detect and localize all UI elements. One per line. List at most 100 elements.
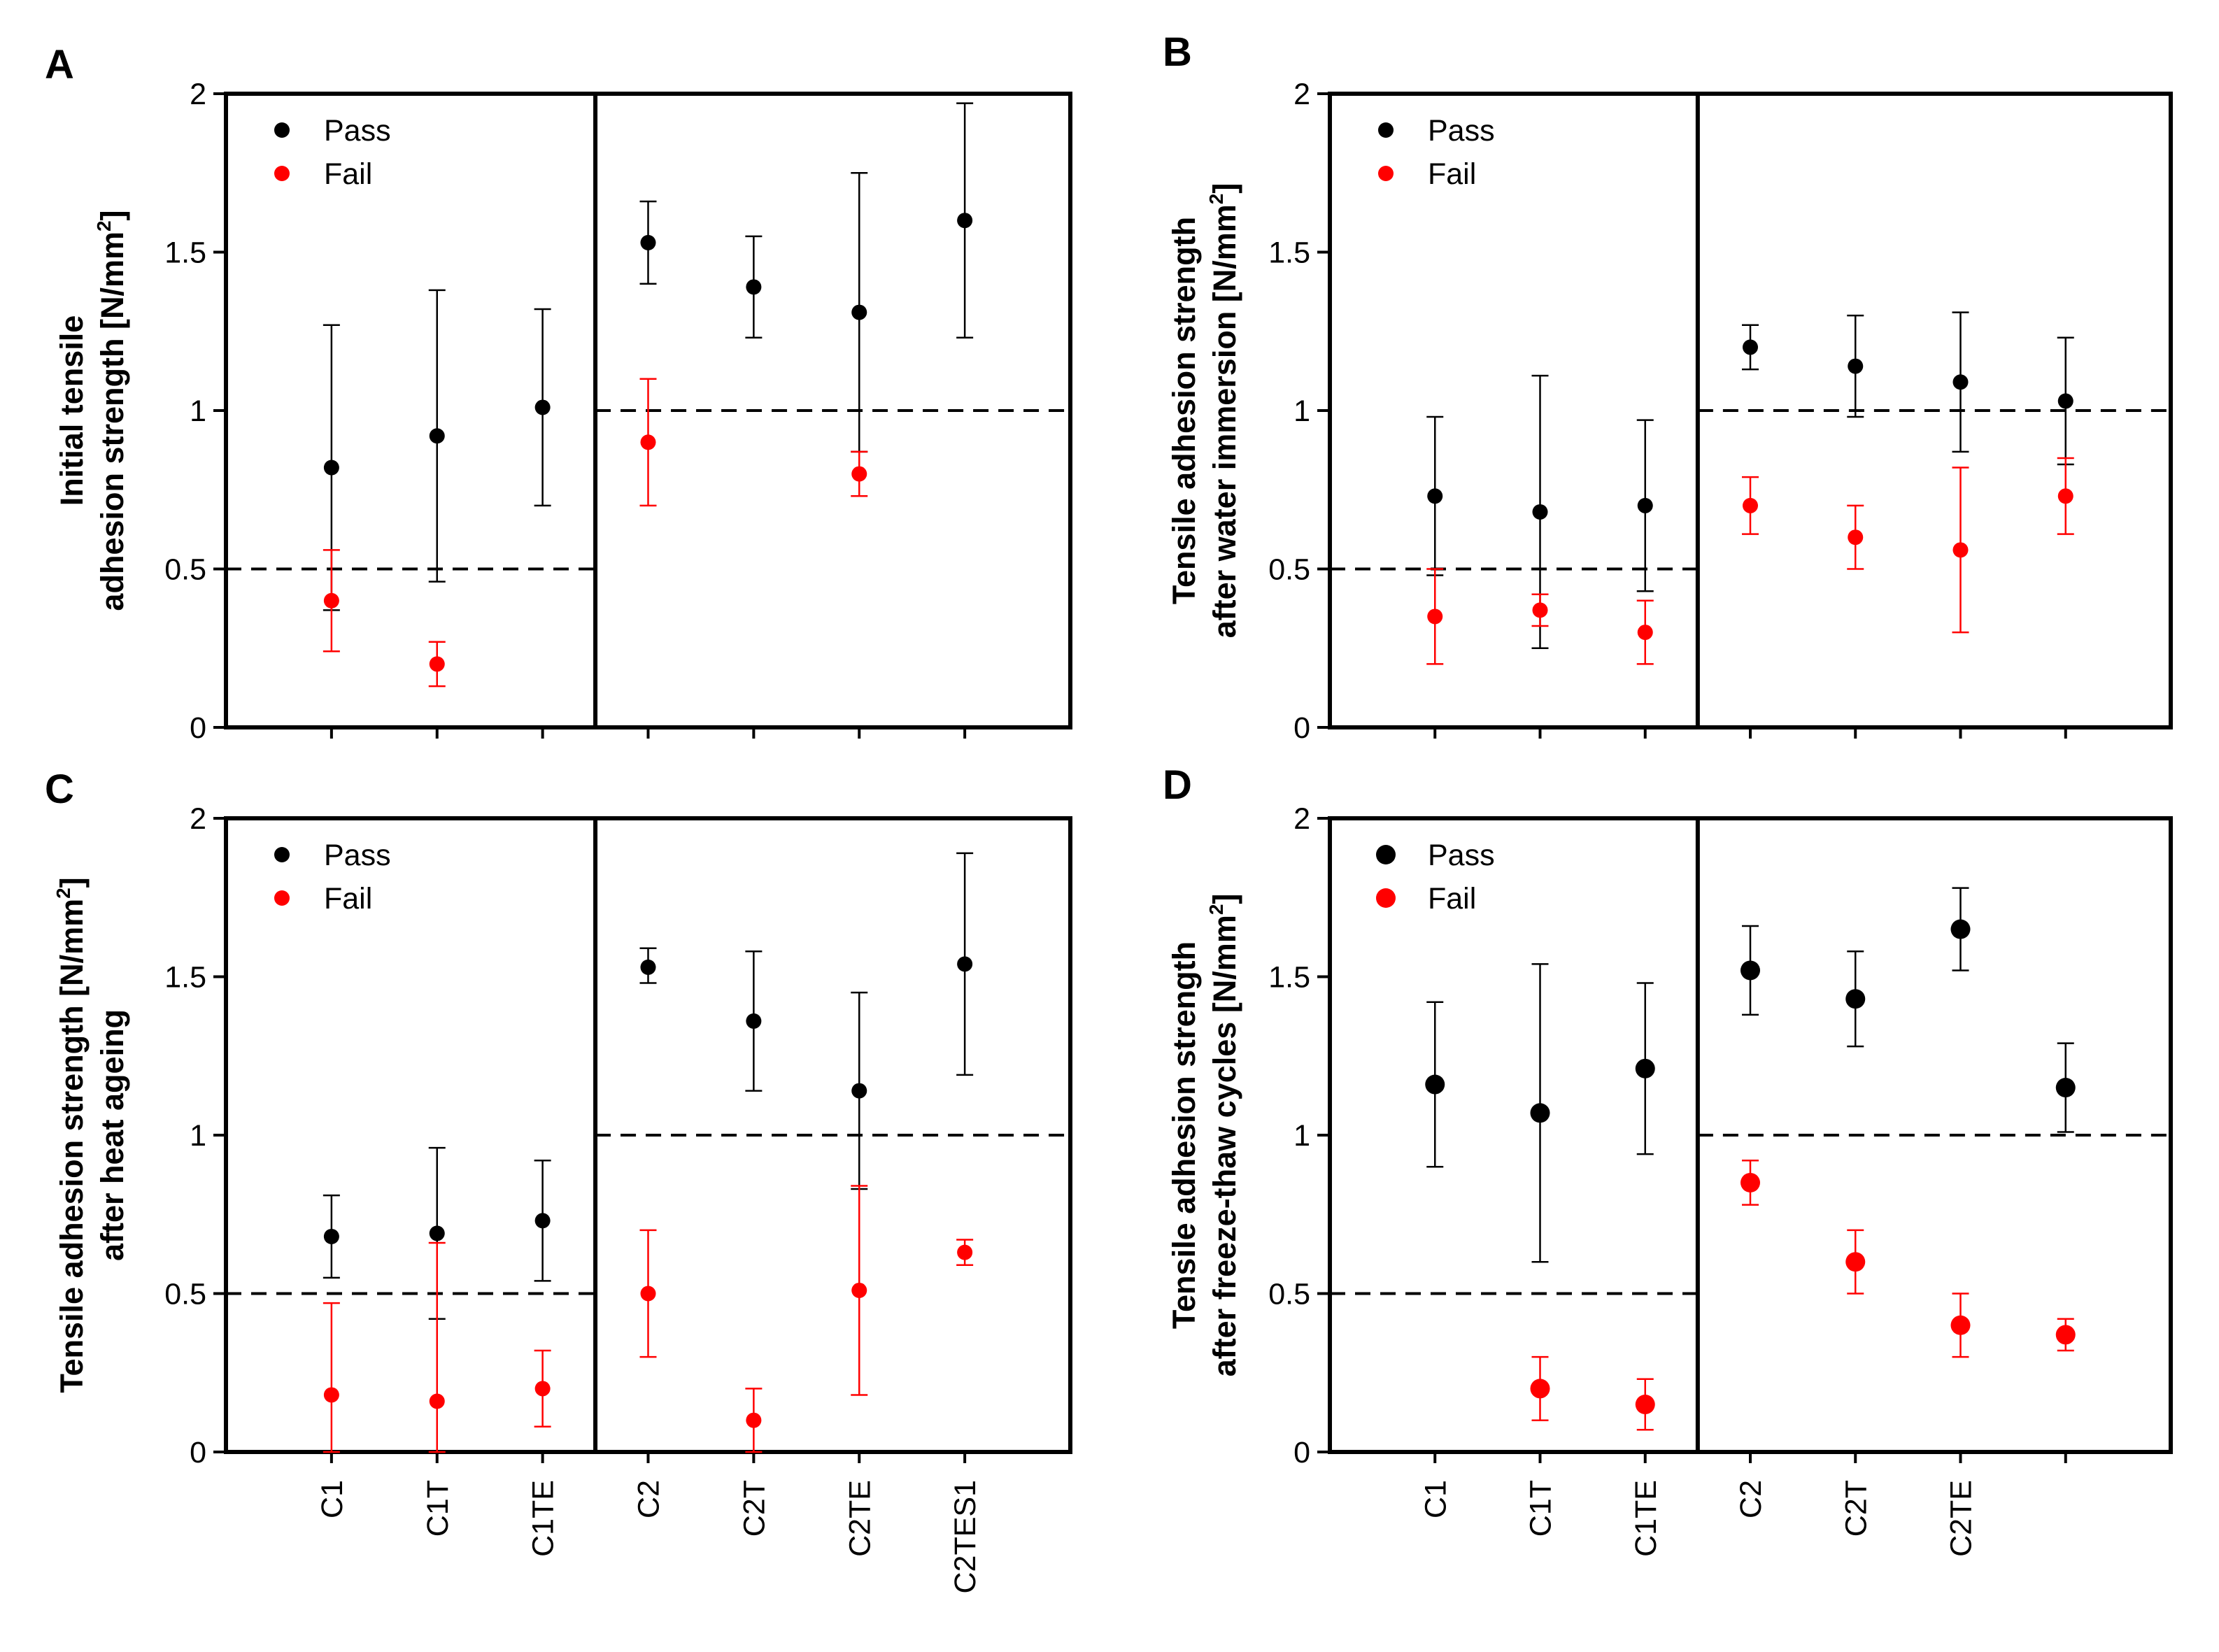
x-tick-label: C1 (316, 1480, 349, 1518)
legend-marker (274, 847, 290, 862)
data-point (1743, 339, 1758, 355)
panel-letter: D (1163, 762, 1192, 808)
legend-label: Pass (324, 114, 391, 148)
data-point (1845, 1252, 1866, 1272)
data-point (429, 428, 445, 444)
legend-label: Pass (324, 839, 391, 872)
x-tick-label: C1TE (527, 1480, 560, 1557)
legend-marker (1376, 845, 1396, 864)
legend-marker (1376, 888, 1396, 908)
data-point (1741, 960, 1760, 981)
data-point (640, 434, 656, 450)
legend-marker (274, 122, 290, 138)
data-point (1635, 1395, 1655, 1415)
data-point (1532, 602, 1548, 618)
x-tick-label: C2T (737, 1480, 771, 1537)
data-point (429, 1393, 445, 1409)
x-tick-label: C2TES1 (949, 1480, 982, 1594)
y-axis-label-line: ] (54, 877, 90, 888)
y-tick-label: 1 (1293, 394, 1310, 428)
series-fail (322, 378, 868, 688)
data-point (851, 466, 867, 482)
y-axis-label: Tensile adhesion strength [N/mm2] after h… (52, 877, 130, 1393)
data-point (746, 1412, 762, 1428)
y-axis-label-line: ] (1207, 183, 1242, 194)
y-axis-label-line: Initial tensile (54, 315, 90, 506)
y-axis-label-line: after heat ageing (94, 1009, 130, 1261)
y-tick-label: 1.5 (1268, 236, 1310, 270)
panel-letter: C (45, 767, 74, 812)
data-point (640, 959, 656, 975)
y-tick-label: 1.5 (164, 236, 206, 270)
data-point (1950, 1315, 1971, 1335)
data-point (1952, 374, 1969, 390)
y-tick-label: 2 (1293, 78, 1310, 111)
x-tick-label: C2TE (843, 1480, 877, 1557)
y-tick-label: 1.5 (164, 961, 206, 995)
data-point (1532, 504, 1548, 520)
series-fail (1530, 1159, 2076, 1431)
legend-marker (274, 166, 290, 181)
legend: Pass Fail (1378, 114, 1495, 191)
x-tick-label: C1TE (1629, 1480, 1663, 1557)
y-tick-label: 0.5 (1268, 1278, 1310, 1311)
data-point (2055, 1325, 2076, 1345)
data-point (1848, 529, 1864, 546)
y-tick-label: 0 (190, 711, 206, 745)
panel-letter: B (1163, 29, 1192, 75)
y-axis-label-line: after freeze-thaw cycles [N/mm (1207, 915, 1242, 1376)
data-point (1637, 497, 1653, 513)
y-tick-label: 1 (190, 394, 206, 428)
x-tick-label: C2 (1734, 1480, 1768, 1518)
y-axis-label: Tensile adhesion strength after water imm… (1166, 183, 1242, 639)
series-fail (1426, 457, 2074, 665)
data-point (1848, 358, 1864, 374)
data-point (1427, 488, 1443, 504)
x-tick-label: C2T (1839, 1480, 1873, 1537)
legend-label: Fail (324, 882, 372, 916)
y-tick-label: 0 (1293, 1436, 1310, 1469)
data-point (534, 1213, 551, 1229)
data-point (534, 399, 551, 415)
panel-c: C 0 0.5 1 1.5 2 C1 C1T C1TE C2 C2T C2TE C2TES1 Tensil… (45, 767, 1072, 1594)
y-axis-label: Initial tensile adhesion strength [N/mm2] (54, 210, 130, 611)
x-tick-label: C1 (1419, 1480, 1452, 1518)
panel-letter: A (45, 42, 74, 87)
y-tick-label: 0.5 (1268, 553, 1310, 587)
y-tick-label: 2 (190, 802, 206, 836)
y-tick-label: 0 (190, 1436, 206, 1469)
legend-marker (1378, 166, 1394, 181)
legend: Pass Fail (274, 839, 391, 916)
y-tick-label: 1 (190, 1119, 206, 1153)
data-point (851, 304, 867, 320)
y-axis-label-line: ] (94, 210, 130, 220)
legend-label: Fail (1428, 157, 1476, 191)
data-point (640, 234, 656, 250)
legend-label: Fail (1428, 882, 1476, 916)
legend-marker (1378, 122, 1394, 138)
data-point (746, 279, 762, 295)
x-tick-label: C2 (632, 1480, 666, 1518)
data-point (851, 1282, 867, 1298)
y-axis-label-line: ] (1207, 894, 1242, 904)
data-point (1427, 608, 1443, 625)
y-axis-label-line: Tensile adhesion strength [N/mm (54, 899, 90, 1393)
series-pass (322, 102, 974, 611)
data-point (323, 1387, 339, 1403)
y-tick-label: 1.5 (1268, 961, 1310, 995)
x-tick-label: C2TE (1945, 1480, 1978, 1557)
y-axis-label-line: after water immersion [N/mm (1207, 204, 1242, 638)
panel-d: D 0 0.5 1 1.5 2 C1 C1T C1TE C2 C2T C2TE Tensile adhe… (1163, 762, 2173, 1557)
x-tick-label: C1T (421, 1480, 455, 1537)
legend: Pass Fail (274, 114, 391, 191)
data-point (1425, 1074, 1445, 1095)
y-tick-label: 1 (1293, 1119, 1310, 1153)
y-axis-label: Tensile adhesion strength after freeze-th… (1166, 894, 1242, 1377)
y-axis-label-sup: 2 (1205, 904, 1227, 916)
y-axis-label-sup: 2 (93, 220, 115, 232)
data-point (957, 213, 973, 229)
y-axis-label-sup: 2 (52, 888, 74, 899)
data-point (1635, 1058, 1655, 1078)
data-point (2057, 393, 2073, 409)
